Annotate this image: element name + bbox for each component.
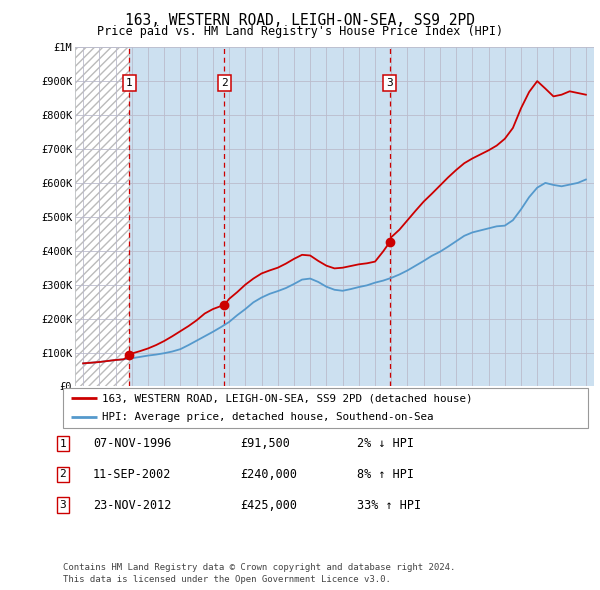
Text: 07-NOV-1996: 07-NOV-1996 [93, 437, 172, 450]
FancyBboxPatch shape [63, 388, 588, 428]
Text: 163, WESTERN ROAD, LEIGH-ON-SEA, SS9 2PD (detached house): 163, WESTERN ROAD, LEIGH-ON-SEA, SS9 2PD… [103, 394, 473, 404]
Text: 3: 3 [386, 78, 393, 88]
Text: 2: 2 [59, 470, 67, 479]
Text: HPI: Average price, detached house, Southend-on-Sea: HPI: Average price, detached house, Sout… [103, 412, 434, 422]
Text: 1: 1 [59, 439, 67, 448]
Text: £425,000: £425,000 [240, 499, 297, 512]
Text: 23-NOV-2012: 23-NOV-2012 [93, 499, 172, 512]
Text: £240,000: £240,000 [240, 468, 297, 481]
Text: 2: 2 [221, 78, 228, 88]
Text: 1: 1 [126, 78, 133, 88]
Text: Price paid vs. HM Land Registry's House Price Index (HPI): Price paid vs. HM Land Registry's House … [97, 25, 503, 38]
Text: £91,500: £91,500 [240, 437, 290, 450]
Text: 3: 3 [59, 500, 67, 510]
Text: 163, WESTERN ROAD, LEIGH-ON-SEA, SS9 2PD: 163, WESTERN ROAD, LEIGH-ON-SEA, SS9 2PD [125, 13, 475, 28]
Text: 2% ↓ HPI: 2% ↓ HPI [357, 437, 414, 450]
Text: 11-SEP-2002: 11-SEP-2002 [93, 468, 172, 481]
Text: 33% ↑ HPI: 33% ↑ HPI [357, 499, 421, 512]
Bar [75, 47, 130, 386]
Text: 8% ↑ HPI: 8% ↑ HPI [357, 468, 414, 481]
Text: Contains HM Land Registry data © Crown copyright and database right 2024.
This d: Contains HM Land Registry data © Crown c… [63, 563, 455, 584]
